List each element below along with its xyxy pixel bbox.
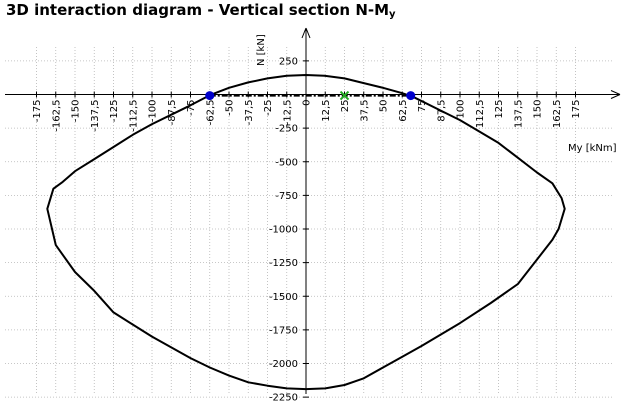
limit-point	[406, 91, 416, 101]
x-tick-label: -25	[263, 100, 274, 116]
x-tick-label: -150	[71, 100, 82, 123]
x-tick-label: 100	[456, 100, 467, 119]
y-tick-label: -500	[275, 157, 298, 168]
load-point-marker	[339, 90, 350, 101]
x-tick-label: -162,5	[51, 100, 62, 132]
x-tick-label: 75	[417, 100, 428, 113]
x-tick-label: 12,5	[321, 100, 332, 122]
x-tick-label: -137,5	[90, 100, 101, 132]
x-tick-label: -75	[186, 100, 197, 116]
x-tick-label: 125	[494, 100, 505, 119]
chart-title: 3D interaction diagram - Vertical sectio…	[6, 1, 396, 20]
y-tick-label: -1500	[269, 292, 298, 303]
x-tick-label: 62,5	[398, 100, 409, 122]
x-tick-label: -112,5	[128, 100, 139, 132]
y-tick-label: -1000	[269, 225, 298, 236]
x-tick-label: 50	[379, 100, 390, 113]
x-tick-label: 25	[340, 100, 351, 113]
y-tick-label: 250	[279, 56, 298, 67]
chart-title-text: 3D interaction diagram - Vertical sectio…	[6, 1, 390, 19]
chart-series	[46, 74, 566, 391]
x-tick-label: 175	[571, 100, 582, 119]
chart-axes	[5, 27, 621, 398]
y-axis-label: N [kN]	[256, 34, 267, 66]
y-tick-label: -1750	[269, 325, 298, 336]
x-tick-label: -125	[109, 100, 120, 123]
x-tick-label: -62,5	[205, 100, 216, 126]
x-tick-label: -12,5	[282, 100, 293, 126]
limit-point	[205, 91, 215, 101]
y-tick-labels: 250 -250 -500 -750 -1000 -1250 -1500 -1750 -2000…	[269, 56, 298, 401]
x-axis-arrow	[610, 90, 621, 99]
x-tick-label: 150	[533, 100, 544, 119]
x-tick-label: 162,5	[552, 100, 563, 129]
x-tick-label: -50	[225, 100, 236, 116]
x-tick-label: -87,5	[167, 100, 178, 126]
x-tick-label: -37,5	[244, 100, 255, 126]
x-tick-label: 0	[302, 100, 313, 106]
x-tick-label: -175	[32, 100, 43, 123]
y-tick-label: -2250	[269, 393, 298, 401]
chart-title-subscript: y	[389, 9, 396, 20]
x-axis-label: My [kNm]	[568, 143, 617, 154]
interaction-curve	[46, 74, 566, 391]
x-tick-label: 137,5	[513, 100, 524, 129]
y-tick-label: -750	[275, 191, 298, 202]
y-tick-label: -2000	[269, 359, 298, 370]
x-tick-labels: -175 -162,5 -150 -137,5 -125 -112,5 -100 -87,5-…	[32, 100, 582, 132]
y-tick-label: -250	[275, 124, 298, 135]
y-axis-arrow	[301, 27, 311, 39]
x-tick-label: -100	[148, 100, 159, 123]
x-tick-label: 37,5	[359, 100, 370, 122]
y-tick-label: -1250	[269, 258, 298, 269]
x-tick-label: 112,5	[475, 100, 486, 129]
